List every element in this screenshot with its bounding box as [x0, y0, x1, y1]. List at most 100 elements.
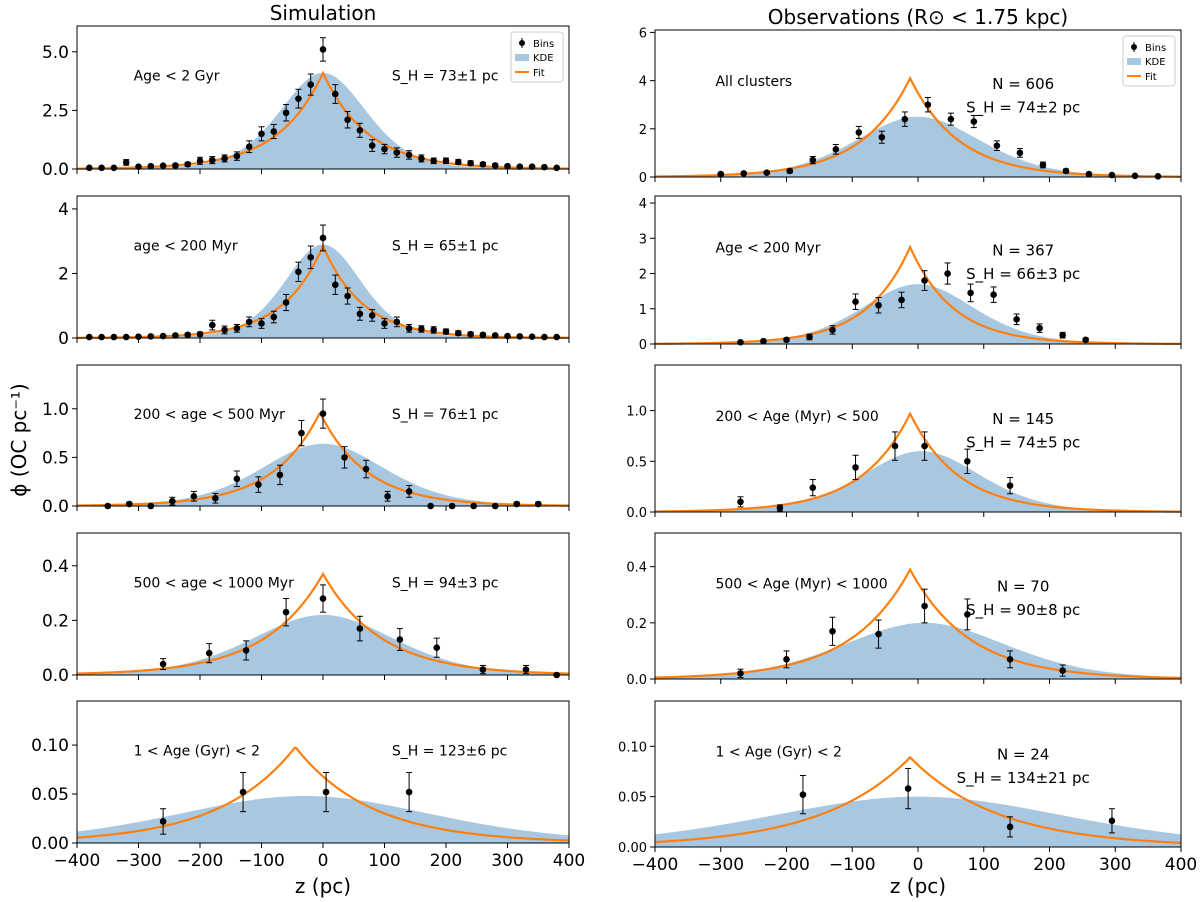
bin-point	[1062, 167, 1070, 175]
bin-point	[1059, 331, 1066, 339]
bin-point	[479, 331, 487, 339]
panel-sim-4: 0.0 0.2 0.4 500 < age < 1000 Myr S_H = 94±3 …	[42, 532, 570, 686]
bin-point	[1085, 170, 1093, 178]
legend-kde-label: KDE	[533, 53, 554, 64]
y-tick-label: 0.10	[31, 736, 69, 756]
bin-point	[832, 145, 840, 153]
fit-curve	[76, 746, 570, 842]
bin-point	[855, 129, 863, 136]
bin-point	[135, 163, 142, 170]
bin-point	[467, 330, 474, 338]
bin-point	[760, 337, 767, 345]
y-tick-label: 2.5	[42, 101, 69, 121]
bin-point	[190, 492, 198, 500]
fit-curve	[654, 411, 1182, 513]
bin-point	[332, 90, 339, 98]
legend-bins-label: Bins	[1145, 43, 1166, 54]
panel-label: 200 < age < 500 Myr	[134, 407, 286, 423]
panel-sim-3: 0.0 0.5 1.0 200 < age < 500 Myr S_H = 76±1 p…	[42, 364, 570, 517]
bin-point	[159, 818, 167, 825]
bin-point	[209, 156, 216, 164]
bin-point	[1006, 823, 1014, 831]
bin-point	[258, 130, 265, 138]
bin-point	[852, 298, 859, 306]
bin-point	[368, 312, 376, 319]
bin-point	[184, 331, 191, 339]
y-tick-label: 0	[58, 329, 69, 349]
panel-label: 1 < Age (Gyr) < 2	[715, 745, 841, 761]
panel-obs-4: 0.0 0.2 0.4 500 < Age (Myr) < 1000 N = 70 S_H…	[626, 532, 1182, 688]
bin-point	[242, 647, 250, 654]
x-tick-label: 400	[553, 851, 585, 871]
y-tick-label: 0.4	[42, 557, 69, 577]
bin-point	[924, 101, 932, 109]
bin-point	[1013, 316, 1020, 323]
bin-point	[553, 164, 560, 172]
y-tick-label: 6	[639, 26, 647, 41]
bin-point	[1036, 324, 1043, 332]
bin-point	[1082, 336, 1089, 344]
y-tick-label: 4	[58, 200, 69, 220]
bin-point	[384, 492, 391, 500]
bin-point	[98, 164, 105, 172]
y-tick-label: 0.0	[42, 666, 69, 686]
bin-point	[319, 46, 327, 53]
bin-point	[891, 442, 899, 450]
panel-label: age < 200 Myr	[134, 238, 238, 254]
bin-point	[282, 109, 290, 117]
y-tick-label: 0.05	[618, 791, 647, 806]
bin-point	[282, 299, 290, 306]
panel-sim-1: 0.0 2.5 5.0 Age < 2 Gyr S_H = 73±1 pc Bins KDE…	[42, 25, 570, 180]
x-tick-label: 200	[1033, 855, 1065, 875]
bin-point	[740, 170, 748, 177]
panel-label: All clusters	[715, 74, 792, 90]
panel-n: N = 70	[997, 578, 1049, 596]
bin-point	[270, 128, 278, 135]
bin-point	[783, 656, 790, 663]
bin-point	[430, 326, 438, 334]
bin-point	[221, 326, 228, 334]
legend-bins-label: Bins	[533, 39, 554, 50]
kde-area	[77, 443, 569, 506]
bin-point	[1059, 667, 1066, 674]
bin-point	[442, 328, 450, 335]
bin-point	[737, 498, 744, 506]
bin-point	[479, 161, 487, 168]
bin-point	[809, 484, 817, 491]
bin-point	[307, 81, 315, 88]
fit-curve	[654, 755, 1182, 844]
bin-point	[516, 163, 524, 170]
y-tick-label: 0	[639, 338, 647, 353]
bin-point	[319, 234, 327, 242]
y-tick-label: 0.10	[618, 740, 647, 755]
legend-kde-swatch	[1127, 58, 1141, 65]
bin-point	[904, 785, 912, 792]
panel-sim-2: 0 2 4 age < 200 Myr S_H = 65±1 pc	[58, 195, 570, 349]
panels: 0.0 2.5 5.0 Age < 2 Gyr S_H = 73±1 pc Bins KDE…	[31, 25, 1197, 875]
bin-point	[393, 318, 401, 326]
bin-point	[1006, 482, 1014, 489]
y-tick-label: 1.0	[42, 400, 69, 420]
y-tick-label: 0.0	[42, 497, 69, 517]
bin-point	[970, 118, 978, 125]
bin-point	[122, 159, 130, 166]
panel-stat: S_H = 90±8 pc	[966, 601, 1080, 620]
bin-point	[270, 313, 278, 321]
kde-area	[77, 72, 569, 169]
kde-area	[655, 622, 1181, 679]
y-tick-label: 5.0	[42, 43, 69, 63]
bin-point	[1039, 161, 1047, 169]
y-axis-label: ϕ (OC pc⁻¹)	[7, 383, 31, 497]
bin-point	[993, 142, 1001, 149]
bin-point	[172, 332, 179, 339]
x-tick-label: 100	[368, 851, 400, 871]
bin-point	[147, 162, 155, 170]
panel-label: 200 < Age (Myr) < 500	[715, 409, 878, 425]
panel-n: N = 145	[992, 410, 1054, 428]
bin-point	[776, 504, 784, 512]
y-tick-label: 4	[639, 197, 647, 212]
bin-point	[829, 627, 836, 635]
y-tick-label: 4	[639, 75, 647, 90]
bin-point	[110, 164, 118, 172]
